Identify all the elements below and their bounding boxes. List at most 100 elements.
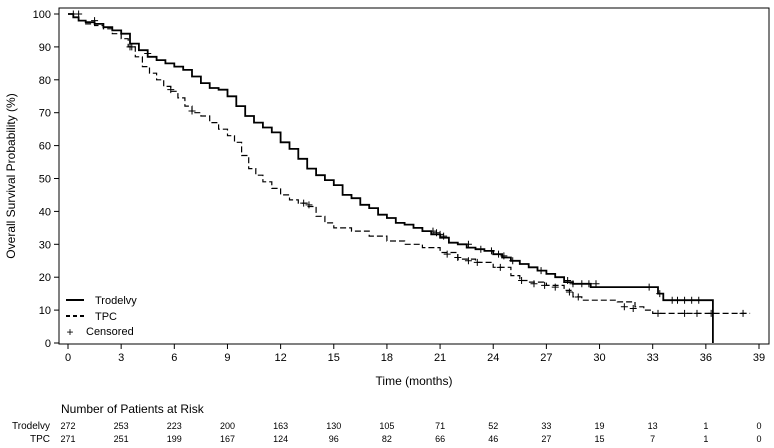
censor-marker-trodelvy — [464, 240, 472, 248]
x-tick-label: 15 — [328, 352, 340, 364]
risk-count-tpc: 66 — [435, 434, 445, 444]
legend-censored-label: Censored — [86, 326, 134, 338]
risk-row-label-trodelvy: Trodelvy — [12, 421, 50, 432]
censor-marker-tpc — [305, 201, 313, 209]
x-tick-label: 12 — [274, 352, 286, 364]
censor-marker-tpc — [629, 304, 637, 312]
x-tick-label: 21 — [434, 352, 446, 364]
x-tick-label: 3 — [118, 352, 124, 364]
plot-frame — [58, 7, 770, 345]
y-tick-label: 60 — [39, 141, 51, 153]
censor-marker-trodelvy — [645, 283, 653, 291]
x-tick-label: 36 — [700, 352, 712, 364]
censor-marker-tpc — [443, 250, 451, 258]
censor-marker-trodelvy — [500, 252, 508, 260]
y-tick-label: 30 — [39, 239, 51, 251]
censor-marker-trodelvy — [487, 247, 495, 255]
censor-marker-tpc — [530, 280, 538, 288]
censor-marker-trodelvy — [585, 280, 593, 288]
censor-marker-trodelvy — [537, 267, 545, 275]
risk-count-tpc: 82 — [382, 434, 392, 444]
risk-count-tpc: 1 — [703, 434, 708, 444]
series-line-trodelvy — [68, 13, 714, 343]
censor-marker-tpc — [574, 293, 582, 301]
y-axis-label: Overall Survival Probability (%) — [4, 93, 18, 258]
censor-marker-tpc — [75, 10, 83, 18]
risk-count-trodelvy: 105 — [379, 421, 394, 431]
risk-count-trodelvy: 1 — [703, 421, 708, 431]
censor-marker-trodelvy — [673, 296, 681, 304]
censor-marker-tpc — [128, 43, 136, 51]
risk-count-tpc: 46 — [488, 434, 498, 444]
censor-marker-tpc — [739, 309, 747, 317]
risk-count-trodelvy: 33 — [541, 421, 551, 431]
censor-marker-tpc — [464, 257, 472, 265]
y-tick-label: 80 — [39, 75, 51, 87]
censor-marker-tpc — [693, 309, 701, 317]
censor-marker-trodelvy — [477, 245, 485, 253]
censor-marker-trodelvy — [433, 229, 441, 237]
risk-count-tpc: 7 — [650, 434, 655, 444]
legend: Trodelvy TPC + Censored — [66, 295, 137, 339]
x-tick-label: 24 — [487, 352, 499, 364]
x-tick-label: 0 — [65, 352, 71, 364]
censor-marker-trodelvy — [569, 280, 577, 288]
risk-count-trodelvy: 130 — [326, 421, 341, 431]
risk-count-tpc: 27 — [541, 434, 551, 444]
censor-marker-tpc — [188, 107, 196, 115]
censor-marker-tpc — [473, 258, 481, 266]
censor-marker-tpc — [681, 309, 689, 317]
censor-marker-trodelvy — [91, 17, 99, 25]
y-tick-label: 70 — [39, 108, 51, 120]
y-tick-label: 20 — [39, 272, 51, 284]
censor-marker-trodelvy — [495, 250, 503, 258]
risk-count-tpc: 15 — [595, 434, 605, 444]
censor-marker-trodelvy — [440, 232, 448, 240]
censor-marker-trodelvy — [144, 49, 152, 57]
risk-count-tpc: 96 — [329, 434, 339, 444]
censor-marker-tpc — [541, 281, 549, 289]
risk-count-trodelvy: 13 — [648, 421, 658, 431]
risk-count-tpc: 199 — [167, 434, 182, 444]
series-line-tpc — [68, 13, 751, 314]
y-tick-label: 40 — [39, 206, 51, 218]
censor-marker-tpc — [496, 263, 504, 271]
y-axis: 0 10 20 30 40 50 60 70 80 90 100 — [33, 9, 59, 350]
risk-count-trodelvy: 253 — [114, 421, 129, 431]
series-layer — [68, 10, 751, 343]
censor-marker-tpc — [620, 303, 628, 311]
risk-count-trodelvy: 0 — [756, 421, 761, 431]
risk-count-tpc: 167 — [220, 434, 235, 444]
risk-count-tpc: 0 — [756, 434, 761, 444]
y-tick-label: 90 — [39, 42, 51, 54]
censor-marker-tpc — [551, 283, 559, 291]
risk-table-title: Number of Patients at Risk — [61, 402, 205, 416]
y-tick-label: 100 — [33, 9, 51, 21]
x-tick-label: 39 — [753, 352, 765, 364]
risk-count-trodelvy: 200 — [220, 421, 235, 431]
censor-marker-tpc — [518, 276, 526, 284]
censor-marker-trodelvy — [681, 296, 689, 304]
censor-marker-trodelvy — [436, 230, 444, 238]
risk-count-trodelvy: 52 — [488, 421, 498, 431]
y-tick-label: 0 — [45, 338, 51, 350]
risk-count-trodelvy: 223 — [167, 421, 182, 431]
censor-marker-trodelvy — [578, 280, 586, 288]
censor-marker-trodelvy — [509, 257, 517, 265]
censor-marker-trodelvy — [592, 280, 600, 288]
legend-tpc-label: TPC — [95, 311, 117, 323]
censor-marker-trodelvy — [656, 290, 664, 298]
x-axis-label: Time (months) — [376, 374, 453, 388]
y-tick-label: 10 — [39, 305, 51, 317]
risk-row-label-tpc: TPC — [30, 434, 50, 445]
risk-count-trodelvy: 272 — [60, 421, 75, 431]
legend-trodelvy-label: Trodelvy — [95, 295, 137, 307]
censor-marker-tpc — [707, 309, 715, 317]
x-tick-label: 33 — [647, 352, 659, 364]
censor-marker-tpc — [654, 309, 662, 317]
censor-marker-tpc — [565, 288, 573, 296]
x-tick-label: 6 — [171, 352, 177, 364]
censor-marker-trodelvy — [429, 227, 437, 235]
